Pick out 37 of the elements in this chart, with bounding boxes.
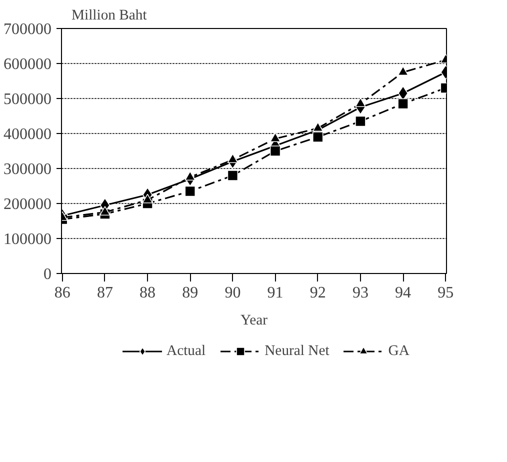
x-tick-label: 88 bbox=[140, 284, 156, 302]
legend-label: Neural Net bbox=[264, 342, 330, 360]
x-axis-title: Year bbox=[240, 312, 268, 328]
point bbox=[270, 146, 281, 156]
y-tick-label: 600000 bbox=[4, 56, 52, 73]
x-tick-label: 87 bbox=[96, 284, 113, 302]
point bbox=[312, 122, 324, 132]
point bbox=[142, 194, 153, 204]
point bbox=[184, 186, 196, 197]
point bbox=[355, 116, 366, 127]
x-tick-label: 95 bbox=[438, 284, 454, 302]
point bbox=[398, 98, 408, 110]
legend-label: GA bbox=[388, 342, 410, 360]
y-tick-label: 400000 bbox=[4, 126, 52, 143]
y-tick-label: 300000 bbox=[4, 161, 52, 178]
point bbox=[227, 154, 238, 164]
point bbox=[398, 66, 408, 76]
x-tick-label: 86 bbox=[54, 284, 70, 302]
x-tick-label: 91 bbox=[267, 284, 284, 302]
point bbox=[270, 132, 281, 142]
y-tick-label: 500000 bbox=[4, 91, 52, 108]
y-axis-title: Million Baht bbox=[72, 8, 147, 24]
y-tick-label: 700000 bbox=[4, 21, 52, 38]
point bbox=[100, 206, 110, 216]
legend-label: Actual bbox=[166, 342, 206, 360]
point bbox=[227, 170, 238, 181]
y-tick-label: 200000 bbox=[4, 196, 52, 213]
y-tick-label: 0 bbox=[44, 266, 52, 283]
point bbox=[184, 171, 196, 181]
x-tick-label: 89 bbox=[182, 284, 198, 302]
point bbox=[355, 98, 366, 108]
point bbox=[312, 132, 324, 142]
x-tick-label: 92 bbox=[310, 284, 326, 302]
x-tick-label: 90 bbox=[224, 284, 241, 302]
x-tick-label: 93 bbox=[352, 284, 368, 302]
y-tick-label: 100000 bbox=[4, 231, 52, 248]
x-tick-label: 94 bbox=[395, 284, 412, 302]
